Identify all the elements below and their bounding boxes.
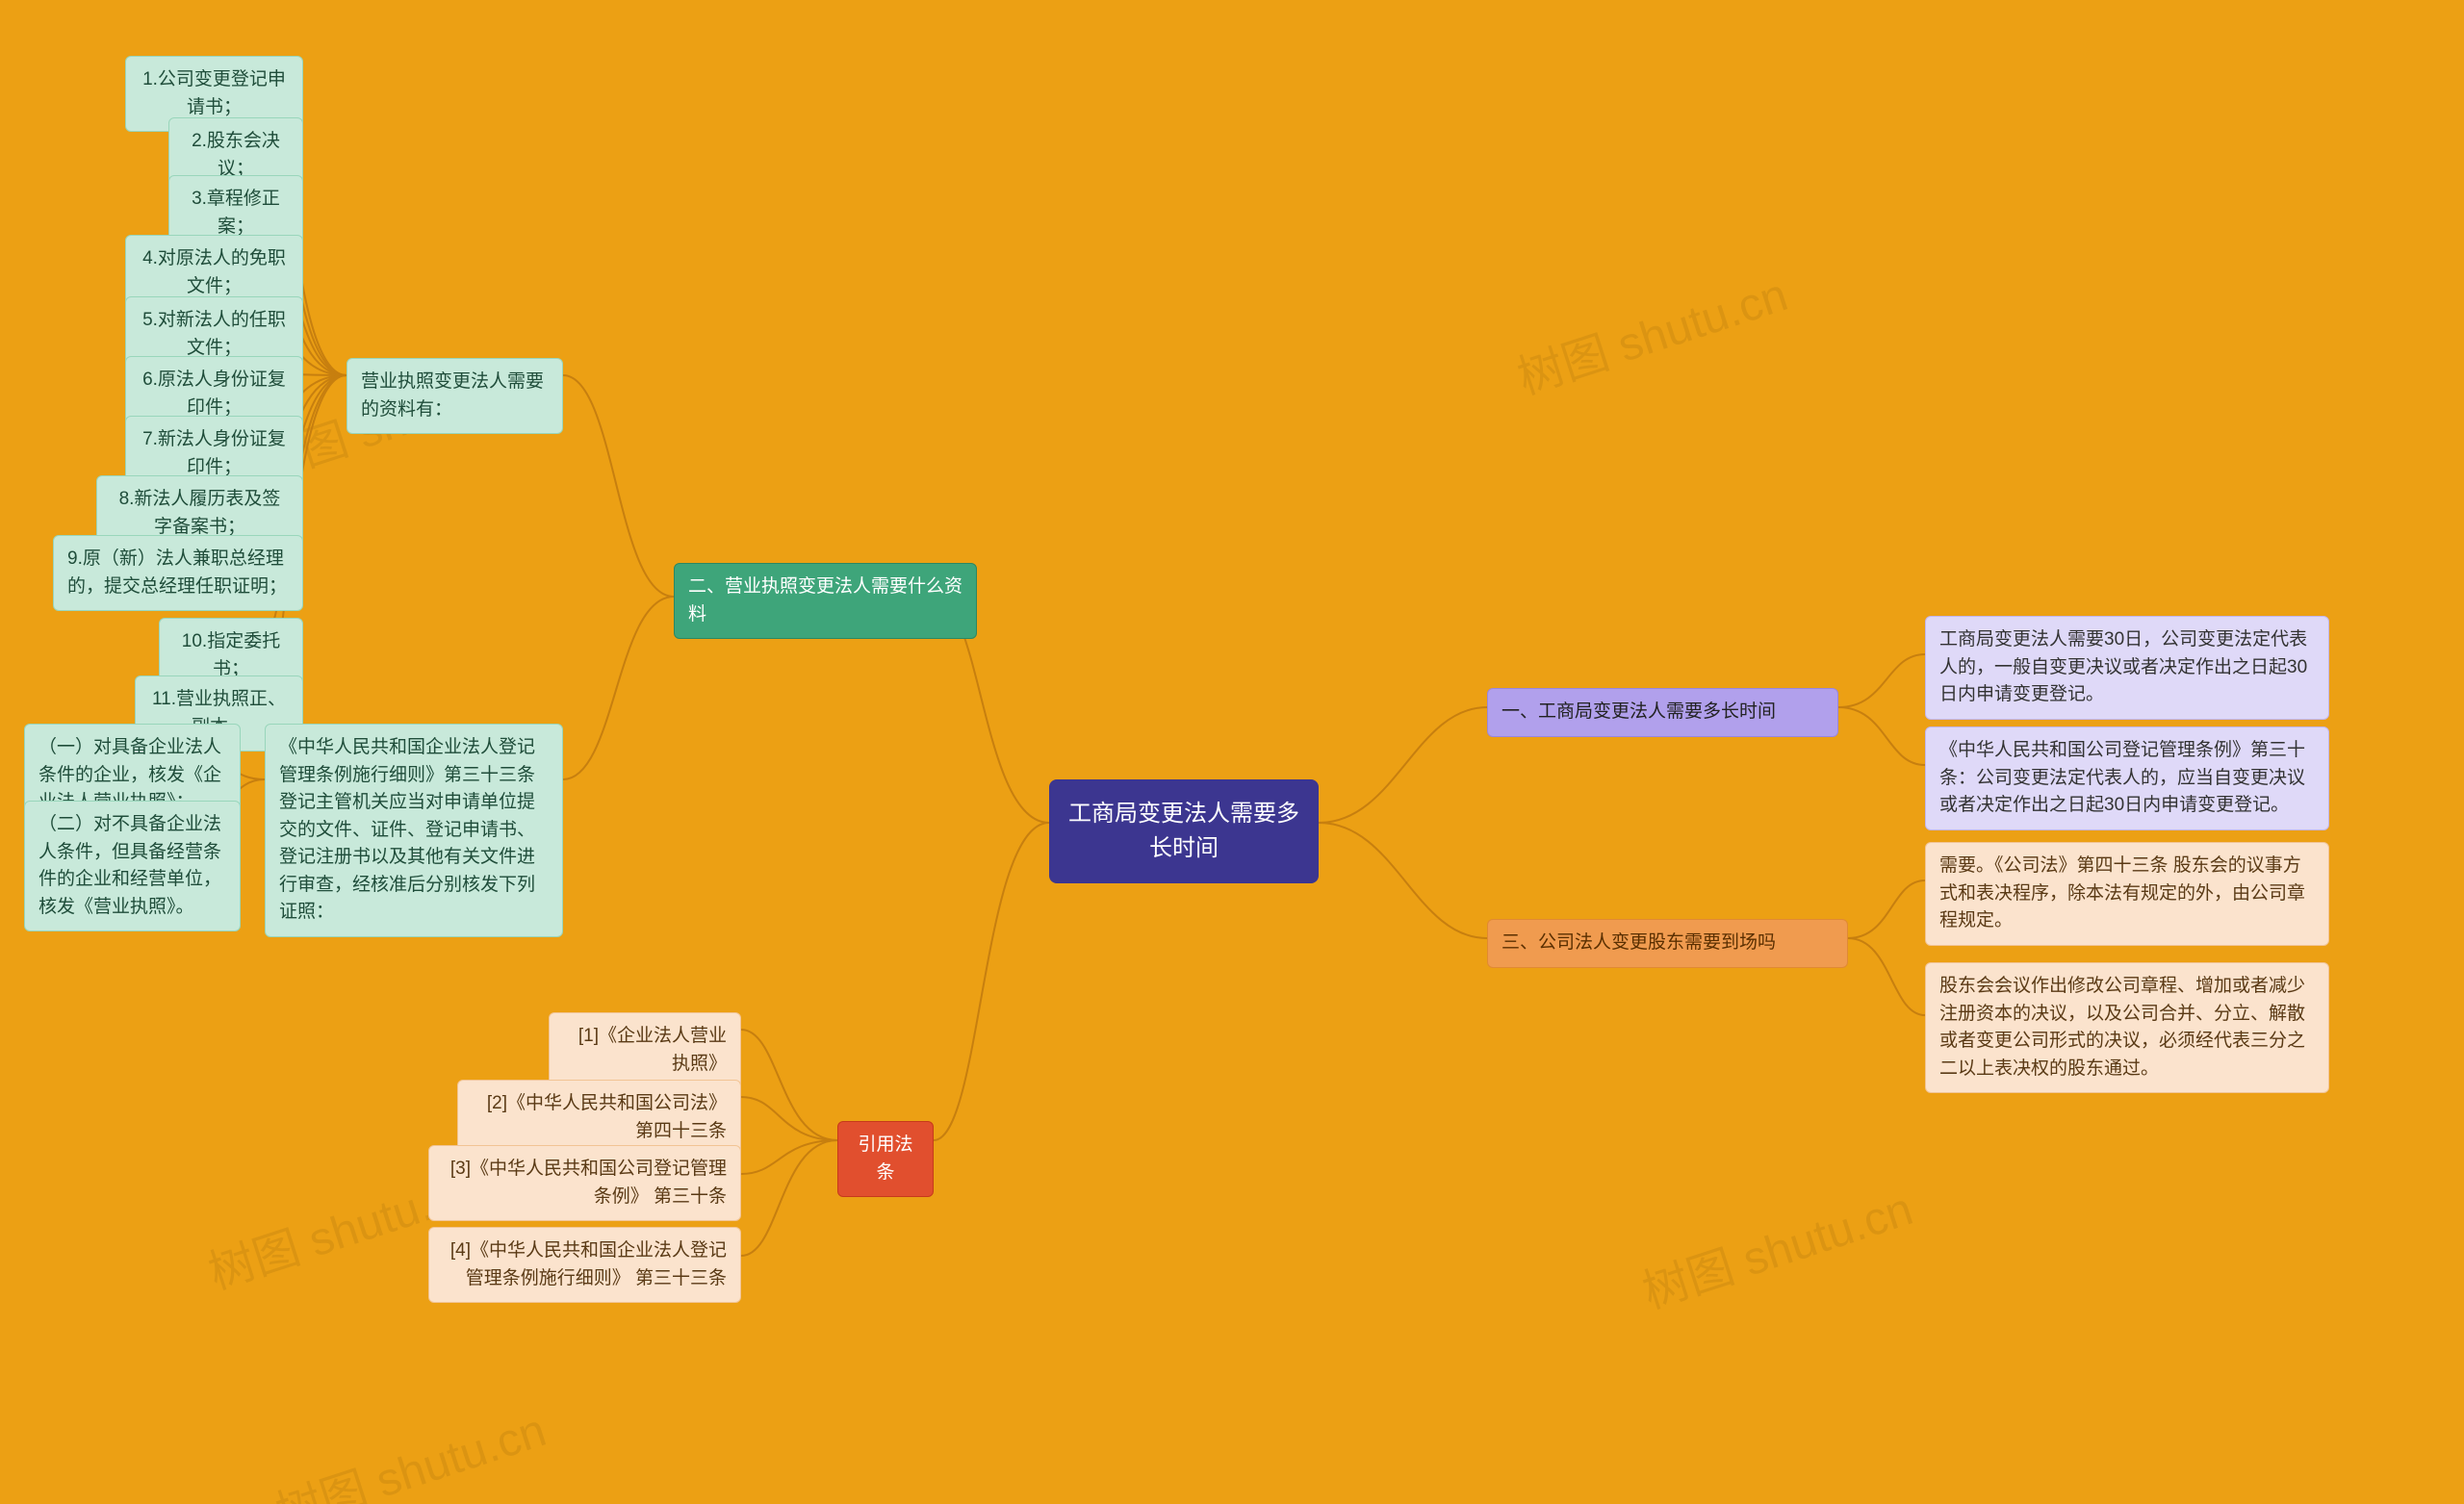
branch3-leaf-0[interactable]: 需要。《公司法》第四十三条 股东会的议事方式和表决程序，除本法有规定的外，由公司…: [1925, 842, 2329, 946]
mindmap-canvas: 树图 shutu.cn 树图 shutu.cn 树图 shutu.cn 树图 s…: [0, 0, 2464, 1504]
root-node[interactable]: 工商局变更法人需要多长时间: [1049, 779, 1319, 883]
branch4-leaf-3[interactable]: [4]《中华人民共和国企业法人登记管理条例施行细则》 第三十三条: [428, 1227, 741, 1303]
branch-4[interactable]: 引用法条: [837, 1121, 934, 1197]
branch3-leaf-1[interactable]: 股东会会议作出修改公司章程、增加或者减少注册资本的决议，以及公司合并、分立、解散…: [1925, 962, 2329, 1093]
watermark: 树图 shutu.cn: [266, 1392, 552, 1504]
branch4-leaf-0[interactable]: [1]《企业法人营业执照》: [549, 1012, 741, 1088]
branch2-sub1[interactable]: 营业执照变更法人需要的资料有：: [346, 358, 563, 434]
branch4-leaf-2[interactable]: [3]《中华人民共和国公司登记管理条例》 第三十条: [428, 1145, 741, 1221]
branch1-leaf-0[interactable]: 工商局变更法人需要30日，公司变更法定代表人的，一般自变更决议或者决定作出之日起…: [1925, 616, 2329, 720]
branch-3[interactable]: 三、公司法人变更股东需要到场吗: [1487, 919, 1848, 968]
sub2-leaf-1[interactable]: （二）对不具备企业法人条件，但具备经营条件的企业和经营单位，核发《营业执照》。: [24, 801, 241, 931]
branch-1[interactable]: 一、工商局变更法人需要多长时间: [1487, 688, 1838, 737]
branch1-leaf-1[interactable]: 《中华人民共和国公司登记管理条例》第三十条：公司变更法定代表人的，应当自变更决议…: [1925, 727, 2329, 830]
watermark: 树图 shutu.cn: [1632, 1171, 1919, 1321]
sub1-leaf-8[interactable]: 9.原（新）法人兼职总经理的，提交总经理任职证明；: [53, 535, 303, 611]
branch2-sub2[interactable]: 《中华人民共和国企业法人登记管理条例施行细则》第三十三条登记主管机关应当对申请单…: [265, 724, 563, 937]
watermark: 树图 shutu.cn: [1507, 257, 1794, 407]
branch-2[interactable]: 二、营业执照变更法人需要什么资料: [674, 563, 977, 639]
